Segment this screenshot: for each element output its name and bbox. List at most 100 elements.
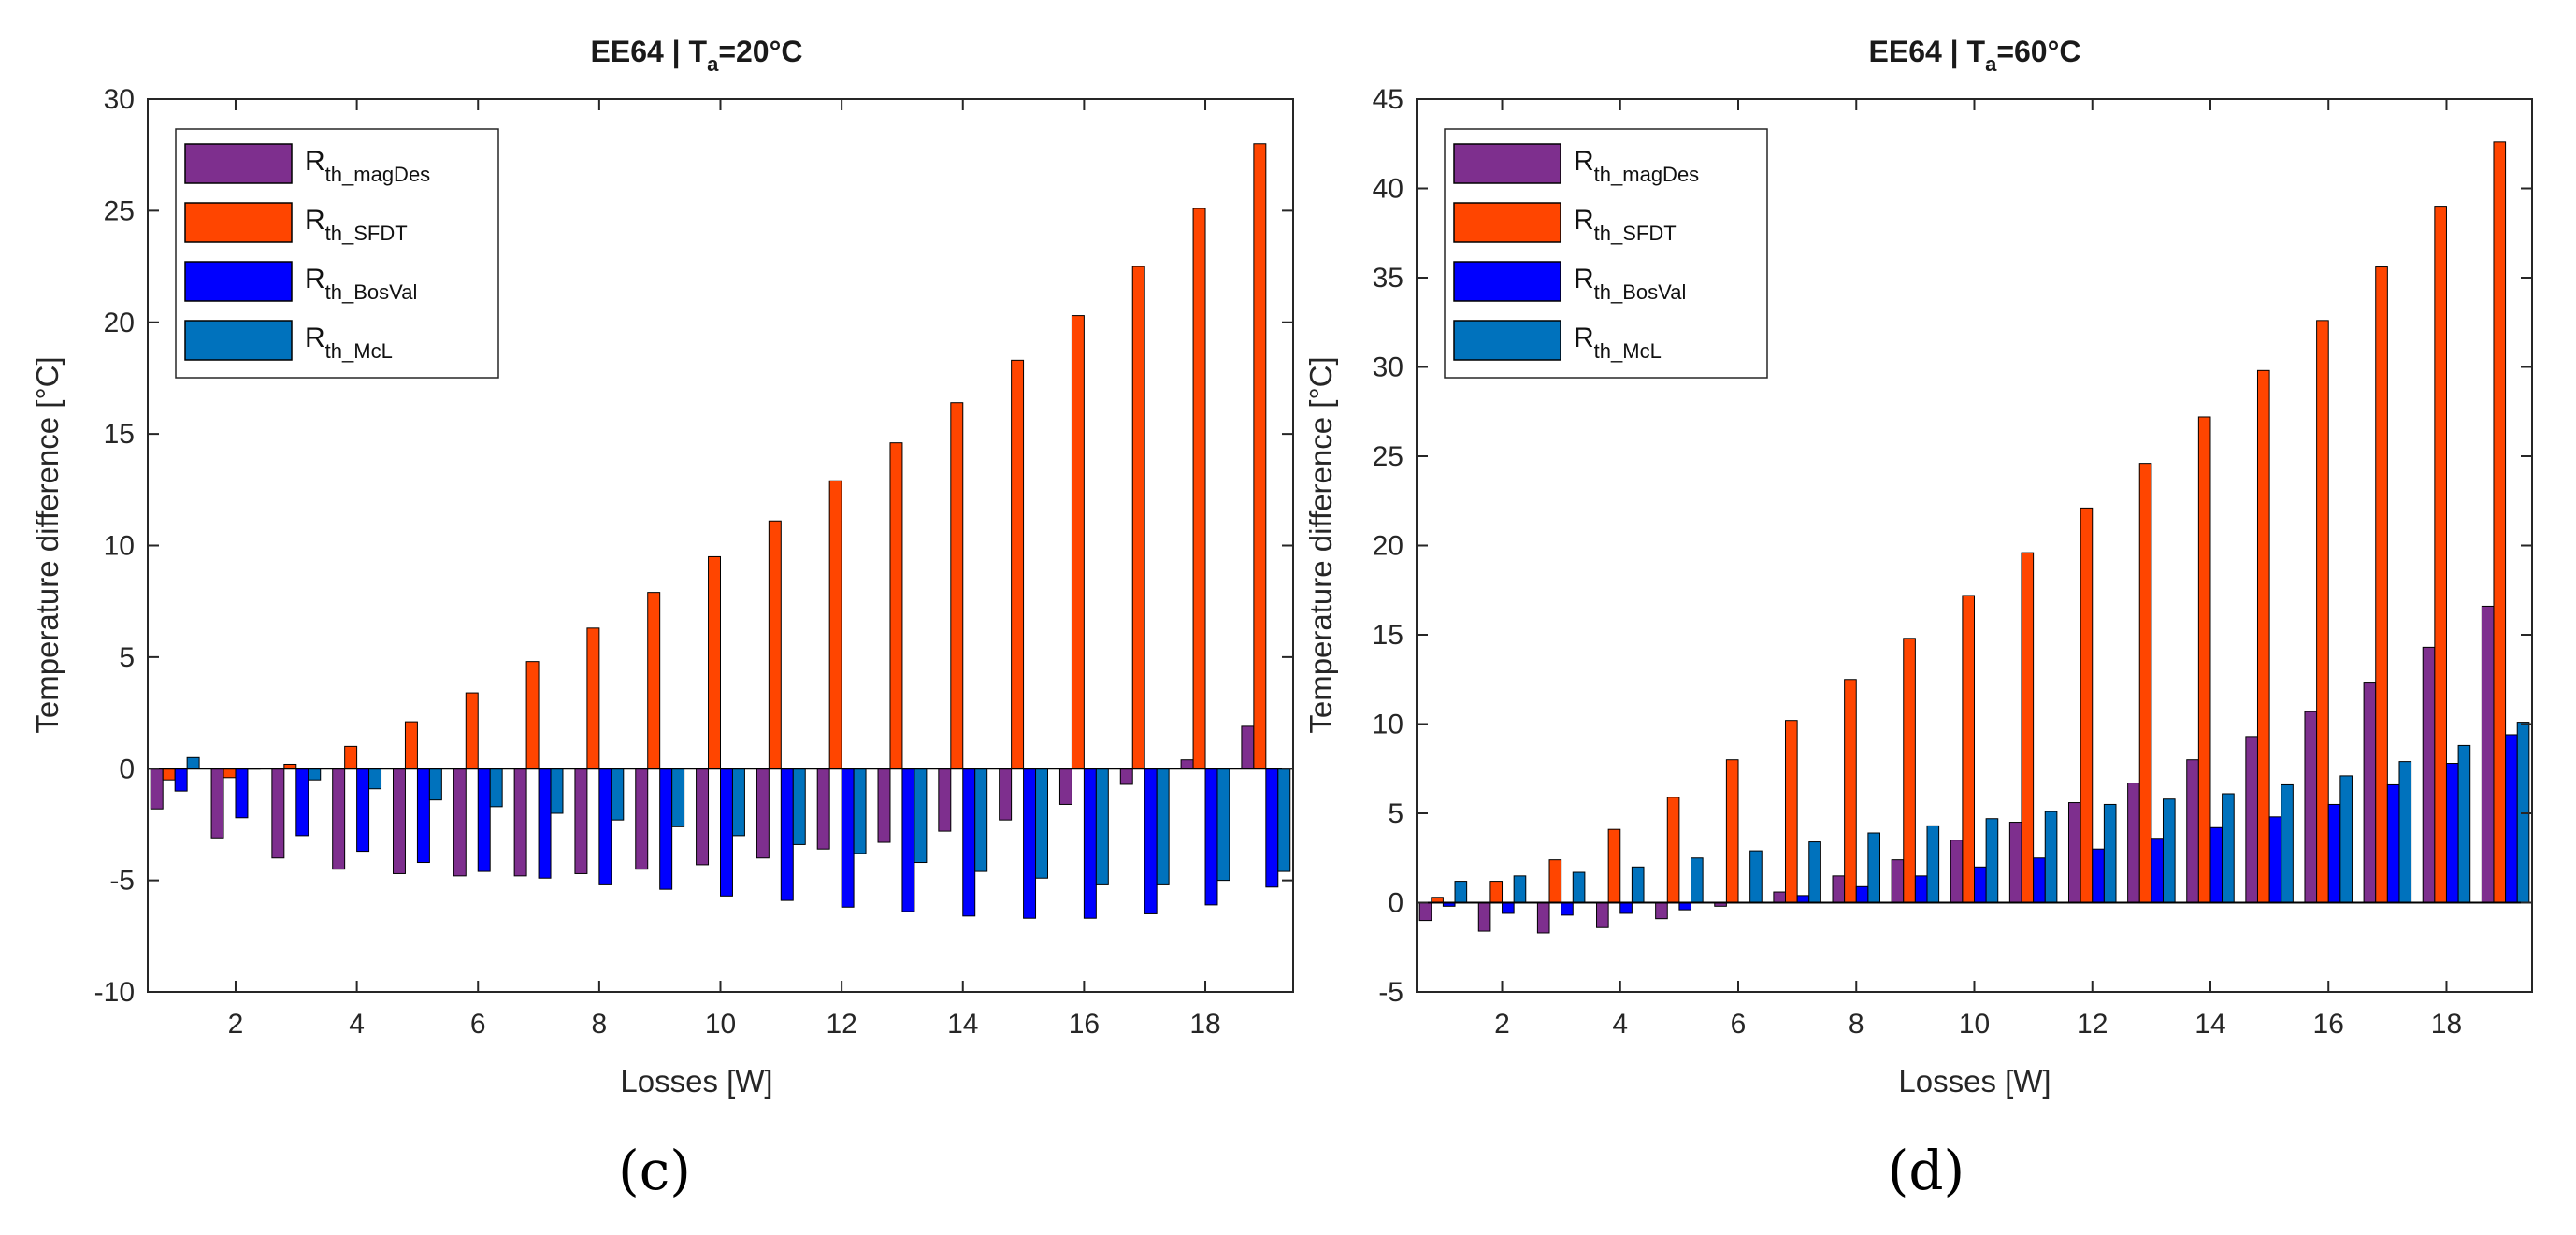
bar <box>2127 783 2140 904</box>
bar <box>2256 369 2270 903</box>
legend-swatch <box>1453 202 1561 243</box>
x-tick-label: 16 <box>1069 1009 1100 1040</box>
x-axis-label: Losses [W] <box>620 1064 772 1099</box>
bar <box>465 692 479 769</box>
bar <box>1655 902 1668 920</box>
bar <box>1513 875 1527 903</box>
x-tick-label: 12 <box>826 1009 856 1040</box>
bar <box>696 768 710 866</box>
chart-title: EE64 | Ta=20°C <box>591 35 803 76</box>
bar <box>1131 266 1145 769</box>
bar <box>368 768 382 790</box>
bar <box>1855 885 1869 903</box>
bar <box>1773 891 1787 903</box>
bar <box>1985 818 1999 903</box>
y-tick-label: 30 <box>1373 352 1403 383</box>
bar <box>841 768 855 908</box>
legend-swatch <box>184 143 293 184</box>
bar <box>1785 720 1798 903</box>
legend-swatch <box>184 202 293 243</box>
bar <box>853 768 867 854</box>
bar <box>1418 902 1432 922</box>
bar <box>1596 902 1609 928</box>
bar <box>2021 552 2035 903</box>
bar <box>962 768 976 917</box>
bar <box>1192 208 1206 769</box>
bar <box>1914 875 1928 903</box>
bar <box>792 768 806 845</box>
bar <box>2268 816 2282 904</box>
bar <box>1725 759 1739 904</box>
bar <box>901 768 915 912</box>
bar <box>2457 744 2471 903</box>
chart-panel-c: EE64 | Ta=20°C -10 -5 0 5 10 15 20 25 30 2 4 6 8 10 12… <box>30 35 1294 1202</box>
x-tick-label: 16 <box>2313 1009 2344 1040</box>
bar <box>525 661 540 769</box>
bar <box>2197 416 2211 904</box>
bar <box>659 768 673 890</box>
bar <box>2067 802 2081 903</box>
y-tick-label: 5 <box>1388 798 1403 829</box>
chart-title: EE64 | Ta=60°C <box>1869 35 2081 76</box>
bar <box>768 520 782 769</box>
bar <box>1277 768 1291 872</box>
bar <box>2445 763 2459 904</box>
bar <box>489 768 503 808</box>
legend-swatch <box>184 261 293 302</box>
bar <box>1180 759 1194 769</box>
x-tick-label: 6 <box>470 1009 486 1040</box>
bar <box>1832 875 1846 903</box>
bar <box>428 768 442 801</box>
bar <box>611 768 625 821</box>
bar <box>235 768 249 819</box>
bar <box>731 768 745 837</box>
bar <box>1891 859 1905 903</box>
bar <box>816 768 830 850</box>
bar <box>914 768 928 864</box>
legend: Rth_magDes Rth_SFDT Rth_BosVal Rth_McL <box>1444 128 1768 379</box>
bar <box>1561 902 1574 916</box>
legend-label: Rth_magDes <box>1574 146 1699 186</box>
bar <box>574 768 588 874</box>
bar <box>2138 463 2152 903</box>
bar <box>1265 768 1279 888</box>
bar <box>2008 822 2022 903</box>
x-tick-label: 8 <box>592 1009 608 1040</box>
y-tick-label: 0 <box>119 754 135 784</box>
bar <box>1666 797 1680 903</box>
x-tick-label: 2 <box>228 1009 244 1040</box>
bar <box>453 768 467 877</box>
x-tick-label: 10 <box>705 1009 736 1040</box>
bar <box>2033 857 2046 903</box>
legend-swatch <box>1453 143 1561 184</box>
y-tick-label: 20 <box>104 308 135 338</box>
bar <box>1974 866 1987 903</box>
bar <box>1489 881 1504 904</box>
bar <box>1962 595 1975 903</box>
bar <box>877 768 891 843</box>
bar <box>1011 359 1025 769</box>
legend-swatch <box>1453 320 1561 361</box>
bar <box>2375 266 2388 904</box>
legend-label: Rth_BosVal <box>305 264 417 304</box>
panel-label: (c) <box>618 1139 691 1202</box>
legend-label: Rth_BosVal <box>1574 264 1686 304</box>
bar <box>1619 902 1633 914</box>
bar <box>1144 768 1158 914</box>
bar <box>1926 825 1940 903</box>
legend-label: Rth_magDes <box>305 146 430 186</box>
bar <box>1572 871 1586 904</box>
bar <box>2327 803 2341 904</box>
x-tick-label: 2 <box>1494 1009 1510 1040</box>
bar <box>2162 798 2176 903</box>
y-tick-label: -5 <box>1378 977 1403 1008</box>
bar <box>150 768 164 810</box>
bar <box>1607 828 1621 903</box>
bar <box>2316 320 2329 903</box>
y-axis-label: Temperature difference [°C] <box>30 356 65 733</box>
legend: Rth_magDes Rth_SFDT Rth_BosVal Rth_McL <box>175 128 499 379</box>
bar <box>1867 832 1881 904</box>
bar <box>671 768 685 827</box>
bar <box>1903 638 1916 903</box>
